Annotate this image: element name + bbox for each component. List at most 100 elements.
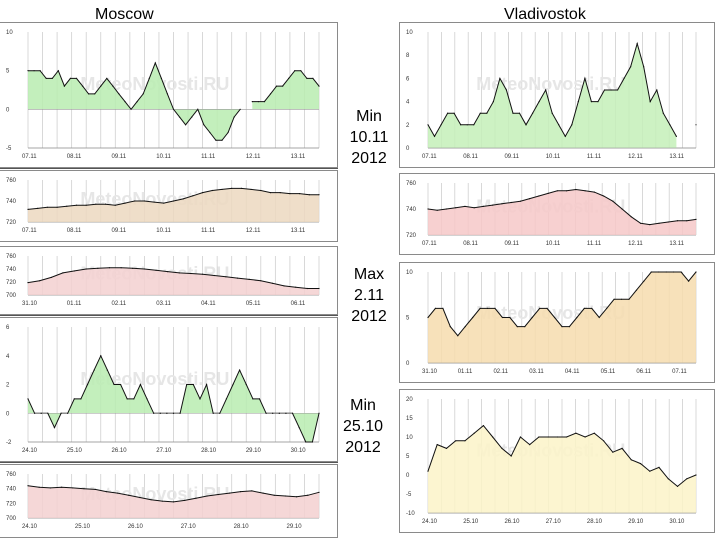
data-point xyxy=(529,444,531,446)
data-point xyxy=(576,316,578,319)
data-point xyxy=(139,383,142,386)
data-point xyxy=(610,89,612,91)
area-fill xyxy=(252,70,319,110)
watermark-text: MeteoNovosti.RU xyxy=(80,369,229,389)
data-point xyxy=(205,383,208,386)
data-point xyxy=(75,204,78,206)
chart-vladivostok-pressure-nov: MeteoNovosti.RU76074072007.1108.1109.111… xyxy=(399,173,715,255)
data-point xyxy=(275,85,278,87)
x-tick-label: 31.10 xyxy=(422,369,438,375)
data-point xyxy=(479,307,481,309)
x-tick-label: 03.11 xyxy=(156,301,171,307)
data-point xyxy=(80,398,82,400)
x-tick-label: 11.11 xyxy=(587,241,602,247)
data-point xyxy=(47,412,49,414)
data-point xyxy=(118,93,120,95)
data-point xyxy=(265,412,267,414)
header-moscow: Moscow xyxy=(95,6,154,23)
y-tick-label: 5 xyxy=(6,69,10,75)
x-tick-label: 09.11 xyxy=(504,241,519,247)
x-tick-label: 11.11 xyxy=(587,154,602,160)
data-point xyxy=(621,447,623,449)
label-min-moscow: Min 10.11 2012 xyxy=(336,106,402,169)
data-point xyxy=(318,194,320,196)
x-tick-label: 24.10 xyxy=(22,524,38,530)
data-point xyxy=(159,412,161,414)
data-point xyxy=(602,440,605,442)
data-point xyxy=(649,101,651,103)
data-point xyxy=(593,191,595,193)
y-tick-label: -5 xyxy=(6,146,12,152)
x-tick-label: 07.11 xyxy=(22,154,37,160)
data-point xyxy=(455,440,457,442)
data-point xyxy=(142,93,144,95)
label-max: Max 2.11 2012 xyxy=(336,264,402,327)
x-tick-label: 29.10 xyxy=(287,524,303,530)
data-point xyxy=(105,203,107,205)
data-point xyxy=(285,412,287,414)
data-point xyxy=(182,198,184,200)
data-point xyxy=(630,216,632,218)
data-point xyxy=(305,441,307,443)
data-point xyxy=(613,298,615,300)
chart-vladivostok-temp-oct: MeteoNovosti.RU20151050-5-1024.1025.1026… xyxy=(399,389,715,533)
chart-vladivostok-temp-nov: MeteoNovosti.RU 10 8 6 4 2 0 07.11 08.11 09.11 10.… xyxy=(399,22,715,168)
data-point xyxy=(556,190,558,192)
data-point xyxy=(136,101,138,103)
data-point xyxy=(447,112,449,114)
data-point xyxy=(100,355,102,357)
data-point xyxy=(296,496,298,498)
data-point xyxy=(597,101,599,103)
data-point xyxy=(486,112,488,114)
data-point xyxy=(236,277,239,279)
x-tick-label: 26.10 xyxy=(112,448,128,454)
data-point xyxy=(658,271,660,273)
data-point xyxy=(45,77,47,79)
data-point xyxy=(312,77,314,79)
data-point xyxy=(40,412,42,414)
y-tick-label: 740 xyxy=(6,487,17,493)
data-point xyxy=(675,135,677,137)
data-point xyxy=(464,440,466,442)
y-tick-label: -5 xyxy=(406,492,412,498)
data-point xyxy=(539,307,541,309)
data-point xyxy=(442,307,444,309)
data-point xyxy=(51,77,53,79)
data-point xyxy=(680,271,682,273)
data-point xyxy=(106,369,108,371)
data-point xyxy=(525,124,527,126)
data-point xyxy=(260,280,262,282)
chart-svg: MeteoNovosti.RU 6 4 2 0 -2 24.10 25.10 26.10 27.1… xyxy=(6,325,320,454)
y-tick-label: 720 xyxy=(6,280,17,286)
data-point xyxy=(598,316,600,319)
y-tick-label: 6 xyxy=(406,76,410,82)
data-point xyxy=(240,491,242,493)
data-point xyxy=(95,203,97,205)
data-point xyxy=(482,425,485,427)
area-fill xyxy=(28,485,319,518)
data-point xyxy=(85,268,87,270)
x-tick-label: 01.11 xyxy=(458,369,473,375)
y-tick-label: 2 xyxy=(406,123,410,129)
data-point xyxy=(669,124,671,126)
data-point xyxy=(160,77,162,79)
y-tick-label: 760 xyxy=(6,178,17,184)
data-point xyxy=(161,500,163,502)
x-tick-label: 27.10 xyxy=(181,524,197,530)
chart-svg: MeteoNovosti.RU76074072007.1108.1109.111… xyxy=(406,181,697,247)
y-tick-label: 700 xyxy=(6,516,17,522)
data-point xyxy=(184,499,186,501)
y-tick-label: 760 xyxy=(406,181,417,187)
data-point xyxy=(464,205,466,207)
data-point xyxy=(202,273,204,275)
data-point xyxy=(547,192,549,194)
data-point xyxy=(673,271,675,273)
chart-svg: MeteoNovosti.RU105031.1001.1102.1103.110… xyxy=(406,270,697,375)
data-point xyxy=(492,101,494,103)
data-point xyxy=(519,436,522,438)
x-tick-label: 13.11 xyxy=(291,228,306,234)
data-point xyxy=(143,200,145,202)
data-point xyxy=(50,276,52,279)
data-point xyxy=(453,112,455,114)
